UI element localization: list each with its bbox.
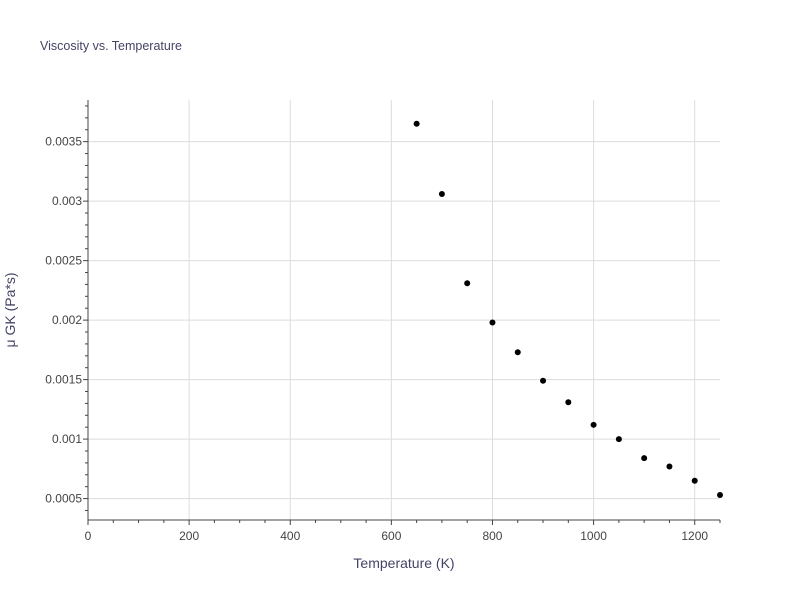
- data-point: [666, 463, 673, 470]
- data-point: [464, 280, 471, 287]
- x-tick-label: 1000: [580, 529, 607, 543]
- x-tick-label: 1200: [681, 529, 708, 543]
- y-tick-label: 0.003: [52, 194, 82, 208]
- grid: [88, 100, 720, 520]
- x-tick-label: 800: [482, 529, 502, 543]
- y-tick-label: 0.0005: [45, 492, 82, 506]
- data-point: [590, 421, 597, 428]
- y-tick-label: 0.0015: [45, 373, 82, 387]
- data-point: [413, 120, 420, 127]
- y-tick-label: 0.001: [52, 432, 82, 446]
- data-point: [717, 492, 723, 499]
- chart-title: Viscosity vs. Temperature: [40, 39, 182, 53]
- x-axis-label: Temperature (K): [353, 555, 454, 571]
- tick-labels: 0 200 400 600 800 1000 1200 0.0005 0.001 0.0015 0.…: [45, 135, 708, 543]
- data-point: [438, 190, 445, 197]
- data-points: [413, 120, 723, 499]
- y-tick-label: 0.0025: [45, 254, 82, 268]
- x-tick-label: 0: [85, 529, 92, 543]
- axes: [83, 100, 721, 525]
- data-point: [691, 477, 698, 484]
- x-tick-label: 600: [381, 529, 401, 543]
- data-point: [514, 349, 521, 356]
- data-point: [565, 399, 572, 406]
- y-axis-label: μ GK (Pa*s): [2, 273, 18, 348]
- x-tick-label: 200: [179, 529, 199, 543]
- y-tick-label: 0.002: [52, 313, 82, 327]
- data-point: [641, 455, 648, 462]
- x-tick-label: 400: [280, 529, 300, 543]
- data-point: [615, 436, 622, 443]
- y-tick-label: 0.0035: [45, 135, 82, 149]
- data-point: [540, 377, 547, 384]
- data-point: [489, 319, 496, 326]
